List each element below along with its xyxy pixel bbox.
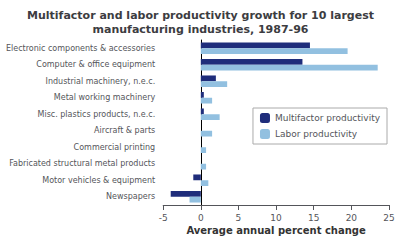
svg-text:Computer & office equipment: Computer & office equipment [36, 60, 155, 69]
svg-text:Electronic components & access: Electronic components & accessories [6, 44, 155, 53]
svg-text:5: 5 [236, 213, 242, 223]
svg-text:Metal working machinery: Metal working machinery [54, 93, 156, 102]
svg-text:15: 15 [308, 213, 319, 223]
svg-text:Labor productivity: Labor productivity [275, 129, 358, 139]
svg-text:Commercial printing: Commercial printing [74, 143, 156, 152]
svg-text:Multifactor and labor producti: Multifactor and labor productivity growt… [27, 9, 374, 22]
svg-text:manufacturing industries, 1987: manufacturing industries, 1987-96 [93, 23, 309, 36]
svg-text:Misc. plastics products, n.e.c: Misc. plastics products, n.e.c. [38, 110, 156, 119]
svg-text:Average annual percent change: Average annual percent change [186, 225, 366, 236]
svg-text:20: 20 [346, 213, 358, 223]
svg-text:Multifactor productivity: Multifactor productivity [275, 113, 381, 123]
svg-text:Motor vehicles & equipment: Motor vehicles & equipment [42, 176, 155, 185]
svg-text:-5: -5 [159, 213, 168, 223]
svg-text:Aircraft & parts: Aircraft & parts [94, 126, 155, 135]
svg-text:10: 10 [270, 213, 282, 223]
svg-text:25: 25 [383, 213, 394, 223]
svg-text:Industrial machinery, n.e.c.: Industrial machinery, n.e.c. [46, 77, 156, 86]
svg-text:Fabricated structural metal pr: Fabricated structural metal products [9, 159, 155, 168]
svg-text:0: 0 [198, 213, 204, 223]
svg-text:Newspapers: Newspapers [106, 192, 155, 201]
